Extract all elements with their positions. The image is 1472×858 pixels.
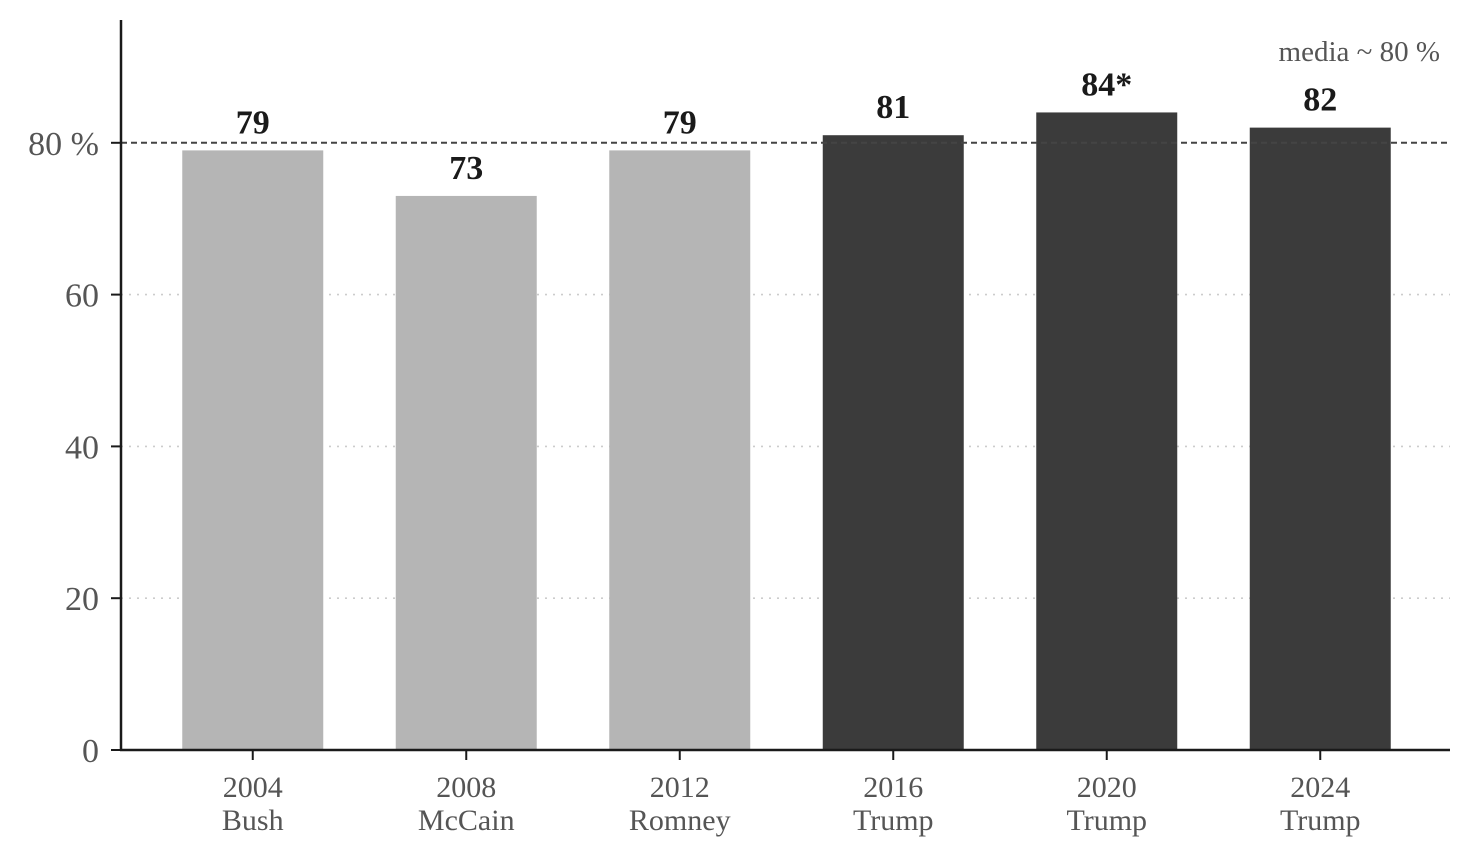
bar-2016 [822,135,964,750]
y-tick-label: 60 [65,278,99,315]
bar-value-label: 79 [663,104,697,141]
gridlines [121,293,1450,600]
x-tick-label-candidate: McCain [418,804,515,837]
bar-2024 [1249,127,1391,751]
bar-2008 [395,195,537,750]
x-tick-label-year: 2016 [863,771,923,804]
bar-value-label: 81 [876,89,910,126]
y-tick-label: 80 % [28,126,99,163]
bar-2020 [1036,112,1178,750]
bar-value-label: 73 [449,150,483,187]
x-tick-label-year: 2020 [1077,771,1137,804]
y-tick-label: 40 [65,429,99,466]
x-tick-label-candidate: Romney [629,804,731,837]
x-tick-label-candidate: Trump [853,804,934,837]
x-tick-label-candidate: Trump [1066,804,1147,837]
bar-value-label: 82 [1303,82,1337,119]
reference-line-label: media ~ 80 % [1279,36,1440,68]
bar-value-label: 84* [1081,66,1132,103]
bar-2012 [609,150,751,750]
reference-line-group: media ~ 80 % [121,36,1450,144]
bar-value-label: 79 [236,104,270,141]
x-tick-label-candidate: Bush [222,804,284,837]
x-tick-label-year: 2024 [1290,771,1350,804]
x-tick-label-year: 2012 [650,771,710,804]
y-tick-label: 0 [82,733,99,770]
x-tick-label-candidate: Trump [1280,804,1361,837]
y-tick-label: 20 [65,581,99,618]
axes [111,20,1450,760]
bars [182,112,1391,751]
x-tick-label-year: 2008 [436,771,496,804]
bar-2004 [182,150,324,750]
x-tick-label-year: 2004 [223,771,283,804]
